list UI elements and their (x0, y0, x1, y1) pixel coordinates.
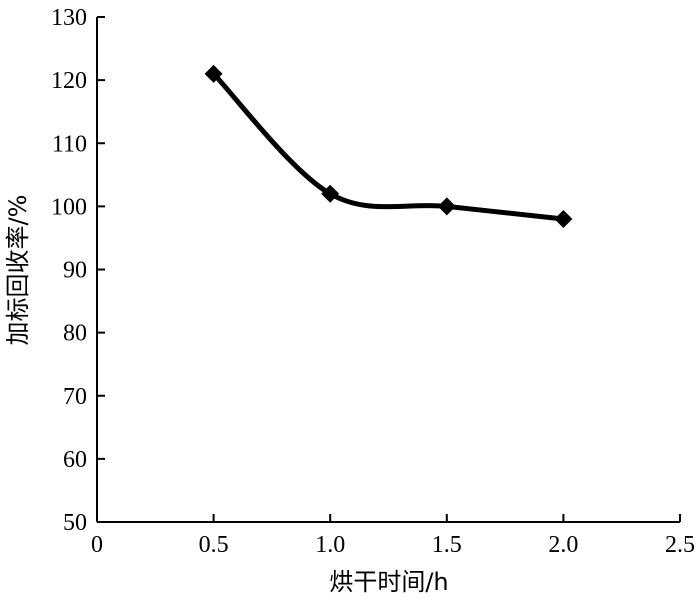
x-tick-label: 0 (91, 532, 103, 558)
y-tick-label: 50 (63, 510, 87, 536)
y-tick-label: 130 (51, 5, 87, 31)
x-tick-label: 0.5 (199, 532, 229, 558)
x-tick-label: 2.0 (548, 532, 578, 558)
y-tick-label: 120 (51, 68, 87, 94)
x-tick-label: 2.5 (665, 532, 695, 558)
y-tick-label: 110 (52, 131, 87, 157)
data-point-marker (554, 210, 573, 228)
data-point-marker (204, 64, 223, 83)
x-tick-label: 1.5 (432, 532, 462, 558)
y-tick-label: 80 (63, 321, 87, 347)
data-markers (204, 64, 573, 228)
data-point-marker (321, 184, 340, 203)
x-axis-title: 烘干时间/h (329, 568, 448, 596)
series-line (211, 71, 566, 222)
y-tick-label: 100 (51, 194, 87, 220)
y-tick-label: 60 (63, 447, 87, 473)
y-axis-title: 加标回收率/% (4, 195, 32, 346)
y-ticks: 50 60 70 80 90 100 110 120 130 (51, 5, 105, 536)
y-tick-label: 70 (63, 384, 87, 410)
data-point-marker (437, 197, 456, 216)
x-ticks: 0 0.5 1.0 1.5 2.0 2.5 (91, 514, 695, 558)
x-tick-label: 1.0 (315, 532, 345, 558)
y-tick-label: 90 (63, 258, 87, 284)
